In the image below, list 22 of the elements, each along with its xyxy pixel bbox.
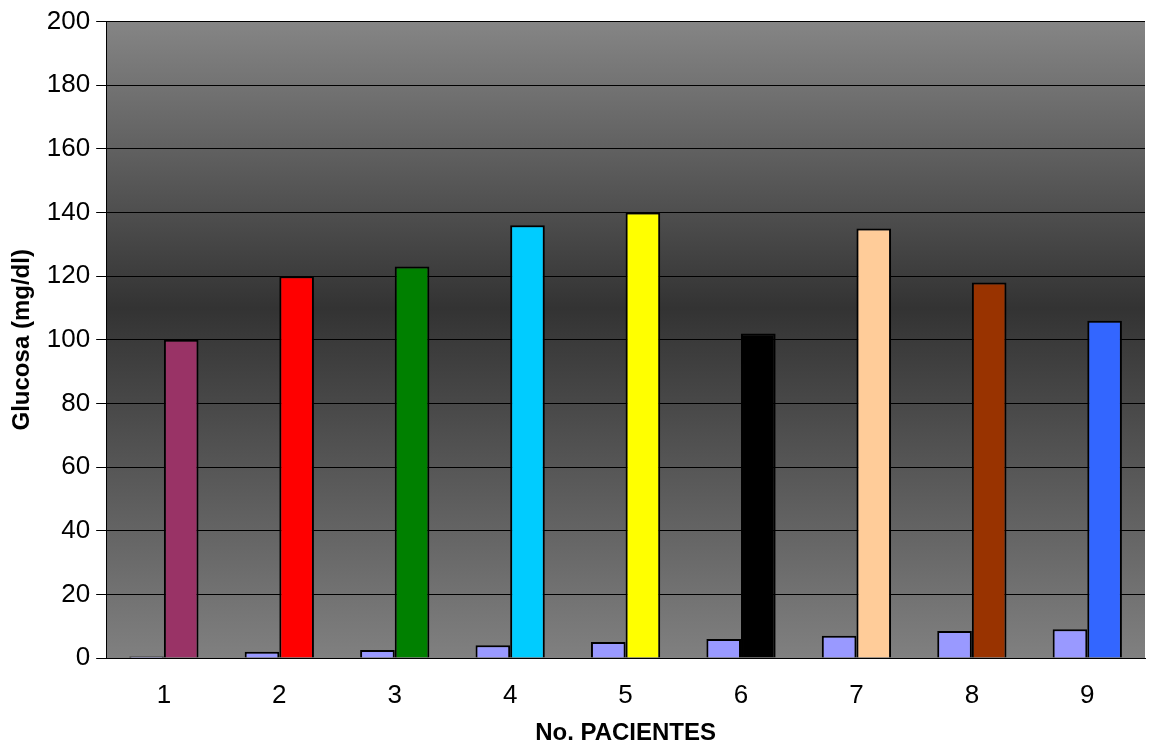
y-axis-title: Glucosa (mg/dl) — [7, 249, 35, 431]
x-tick-label: 3 — [387, 678, 402, 709]
y-tick-label: 0 — [75, 641, 91, 672]
x-tick-label: 4 — [502, 678, 518, 709]
y-tick-label: 200 — [46, 4, 91, 35]
y-tick-label: 100 — [46, 322, 91, 353]
y-tick-label: 160 — [46, 132, 91, 163]
x-tick-label: 7 — [849, 678, 864, 709]
y-tick-label: 20 — [61, 577, 91, 608]
y-tick-label: 80 — [61, 386, 91, 417]
x-tick-label: 5 — [618, 678, 633, 709]
y-tick-label: 180 — [46, 68, 91, 99]
x-tick-label: 1 — [156, 678, 172, 709]
x-axis-title: No. PACIENTES — [535, 718, 717, 746]
y-tick-label: 120 — [46, 259, 91, 290]
y-tick-label: 60 — [61, 450, 91, 481]
x-tick-label: 8 — [964, 678, 980, 709]
x-tick-label: 2 — [272, 678, 287, 709]
y-tick-label: 40 — [61, 513, 91, 544]
x-tick-label: 9 — [1080, 678, 1095, 709]
y-tick-label: 140 — [46, 195, 91, 226]
x-tick-label: 6 — [733, 678, 749, 709]
